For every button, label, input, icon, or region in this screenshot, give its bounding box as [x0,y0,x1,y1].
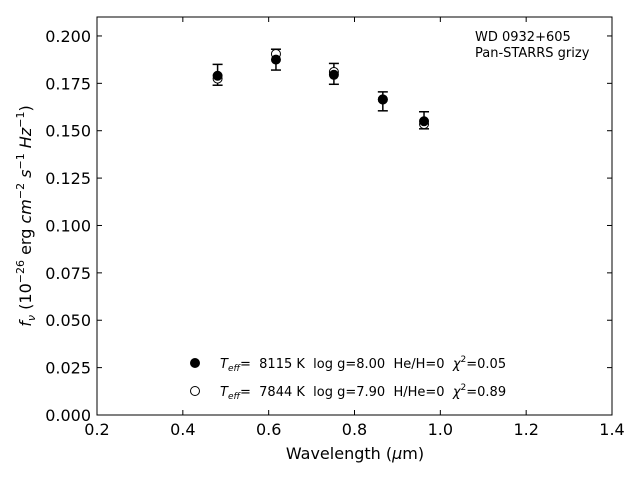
ticks-layer: 0.2 0.4 0.6 0.8 1.0 1.2 1.4 0.000 0.025 0.050 0.07… [45,17,625,439]
y-tick-label: 0.125 [45,169,91,188]
model-point-filled [270,54,281,65]
legend-marker-open [190,386,200,396]
model-point-filled [212,70,223,81]
marks-layer [212,48,430,130]
x-tick-label: 1.0 [428,420,453,439]
y-tick-label: 0.050 [45,311,91,330]
annotation-line-1: WD 0932+605 [475,30,571,45]
x-tick-label: 0.2 [84,420,109,439]
annotation-line-2: Pan-STARRS grizy [475,46,590,61]
y-axis-label: fν (10−26 erg cm−2 s−1 Hz−1) [14,105,38,326]
y-tick-label: 0.100 [45,216,91,235]
legend: Teff= 8115 K log g=8.00 He/H=0 χ2=0.05 T… [190,355,506,402]
y-tick-label: 0.200 [45,27,91,46]
model-point-filled [328,69,339,80]
legend-entry-1: Teff= 8115 K log g=8.00 He/H=0 χ2=0.05 [220,355,506,374]
model-point-filled [419,116,430,127]
y-tick-label: 0.075 [45,264,91,283]
plot-frame [96,16,613,416]
y-tick-label: 0.150 [45,122,91,141]
y-tick-label: 0.175 [45,74,91,93]
y-tick-label: 0.000 [45,406,91,425]
x-tick-label: 1.2 [513,420,538,439]
legend-entry-2: Teff= 7844 K log g=7.90 H/He=0 χ2=0.89 [220,383,506,402]
x-axis-label: Wavelength (μm) [286,444,424,463]
x-tick-label: 0.8 [342,420,367,439]
model-point-filled [377,94,388,105]
legend-marker-filled [190,358,200,368]
x-tick-label: 0.4 [170,420,195,439]
x-tick-label: 0.6 [256,420,281,439]
x-tick-label: 1.4 [599,420,624,439]
y-tick-label: 0.025 [45,359,91,378]
